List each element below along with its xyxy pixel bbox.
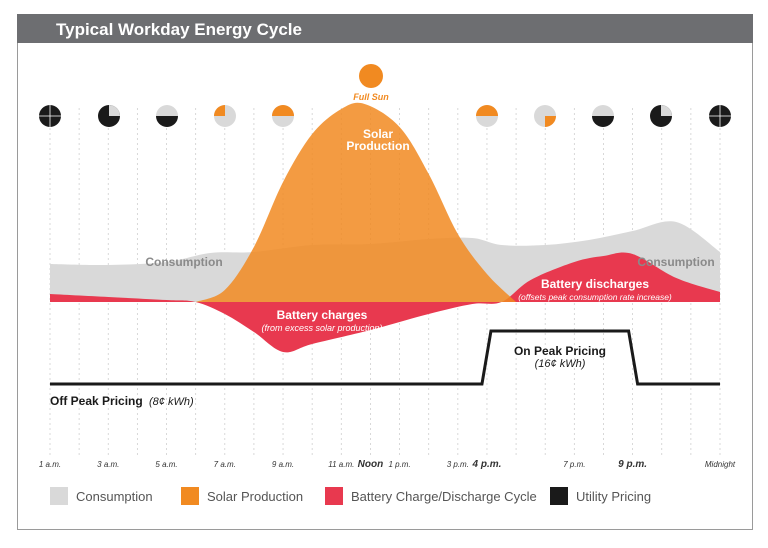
x-tick-label: 1 a.m. (39, 460, 61, 469)
legend-label-battery: Battery Charge/Discharge Cycle (351, 488, 537, 504)
sun-phase-icon (534, 105, 556, 127)
x-axis-ticks: 1 a.m. 3 a.m. 5 a.m. 7 a.m. 9 a.m. 11 a.m. Noo… (39, 459, 736, 470)
sun-phase-icon (592, 105, 614, 127)
pricing-swatch (550, 487, 568, 505)
x-tick-label: 11 a.m. (328, 460, 354, 469)
solar-label-line2: Production (346, 139, 409, 153)
consumption-label-left: Consumption (145, 255, 222, 269)
legend-item-pricing: Utility Pricing (550, 487, 651, 505)
x-tick-label: 4 p.m. (472, 459, 502, 470)
x-tick-label: Noon (358, 459, 384, 470)
x-tick-label: 3 p.m. (447, 460, 469, 469)
sun-phase-icon (359, 64, 383, 88)
legend-label-pricing: Utility Pricing (576, 488, 652, 504)
sun-phase-icon (709, 105, 731, 127)
solar-swatch (181, 487, 199, 505)
battery-swatch (325, 487, 343, 505)
pricing-line (50, 329, 720, 386)
battery-charges-note: (from excess solar production) (261, 323, 382, 333)
battery-area (50, 252, 720, 353)
consumption-label-right: Consumption (637, 255, 714, 269)
off-peak-rate: (8¢ kWh) (149, 396, 194, 408)
off-peak-label: Off Peak Pricing (50, 394, 143, 408)
solar-label-line1: Solar (363, 127, 393, 141)
sun-phase-icon (214, 105, 236, 127)
legend-label-consumption: Consumption (76, 488, 153, 504)
sun-icons (39, 64, 731, 127)
x-tick-label: Midnight (705, 460, 736, 469)
battery-discharges-note: (offsets peak consumption rate increase) (518, 292, 672, 302)
battery-discharges-label: Battery discharges (541, 277, 649, 291)
x-tick-label: 3 a.m. (97, 460, 119, 469)
full-sun-label: Full Sun (353, 92, 389, 102)
on-peak-rate: (16¢ kWh) (535, 358, 586, 370)
sun-phase-icon (156, 105, 178, 127)
x-tick-label: 9 a.m. (272, 460, 294, 469)
sun-phase-icon (650, 105, 672, 127)
sun-phase-icon (39, 105, 61, 127)
pricing-series (50, 329, 720, 386)
on-peak-label: On Peak Pricing (514, 344, 606, 358)
x-tick-label: 5 a.m. (155, 460, 177, 469)
x-tick-label: 1 p.m. (388, 460, 410, 469)
battery-charges-label: Battery charges (277, 308, 368, 322)
legend-item-consumption: Consumption (50, 487, 153, 505)
x-tick-label: 7 p.m. (563, 460, 585, 469)
sun-phase-icon (272, 105, 294, 127)
legend-item-battery: Battery Charge/Discharge Cycle (325, 487, 537, 505)
x-tick-label: 9 p.m. (618, 459, 647, 470)
legend-label-solar: Solar Production (207, 488, 304, 504)
area-series (50, 102, 720, 353)
sun-phase-icon (476, 105, 498, 127)
consumption-swatch (50, 487, 68, 505)
solar-area (195, 102, 517, 302)
page-title: Typical Workday Energy Cycle (56, 20, 302, 39)
sun-phase-icon (98, 105, 120, 127)
title-bar (17, 14, 753, 43)
x-tick-label: 7 a.m. (214, 460, 236, 469)
legend-item-solar: Solar Production (181, 487, 303, 505)
